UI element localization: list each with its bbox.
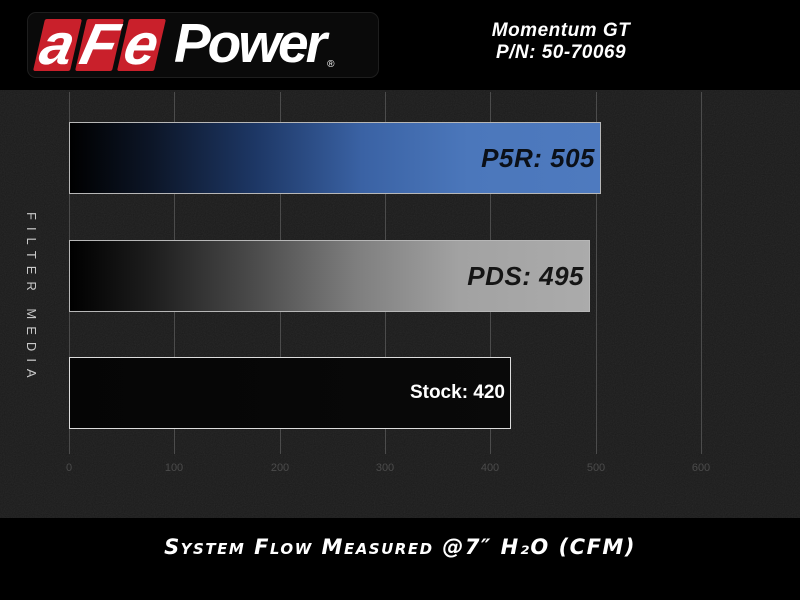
gridline <box>596 92 597 454</box>
logo-letter-a: a <box>33 12 82 78</box>
axis-tick-label: 500 <box>586 462 606 474</box>
header: a F e Power ® Momentum GT P/N: 50-70069 <box>0 0 800 90</box>
axis-tick-label: 600 <box>691 462 711 474</box>
logo-tile-a: a <box>32 12 83 78</box>
axis-tick-label: 200 <box>270 462 290 474</box>
axis-tick-label: 100 <box>164 462 184 474</box>
product-info: Momentum GT P/N: 50-70069 <box>461 20 661 65</box>
logo-tile-f: F <box>74 12 125 78</box>
footer: System Flow Measured @7″ H₂O (CFM) <box>0 518 800 600</box>
logo-wordmark: Power <box>174 11 327 74</box>
axis-tick-label: 400 <box>480 462 500 474</box>
axis-tick-label: 300 <box>375 462 395 474</box>
flow-chart: P5R: 505 PDS: 495 Stock: 420 0 100 200 300 400… <box>0 90 800 518</box>
bar-stock: Stock: 420 <box>69 357 511 429</box>
logo-tile-e: e <box>116 12 167 78</box>
afe-power-logo: a F e Power ® <box>27 12 379 78</box>
bar-pds: PDS: 495 <box>69 240 590 312</box>
bar-p5r: P5R: 505 <box>69 122 601 194</box>
bar-value-label: P5R: 505 <box>481 142 595 173</box>
category-axis-label: FILTER MEDIA <box>24 211 39 385</box>
registered-trademark-icon: ® <box>327 59 335 70</box>
gridline <box>701 92 702 454</box>
bar-value-label: PDS: 495 <box>467 260 584 291</box>
axis-tick-label: 0 <box>65 462 73 474</box>
bar-value-label: Stock: 420 <box>409 382 505 403</box>
chart-title: System Flow Measured @7″ H₂O (CFM) <box>164 535 636 559</box>
part-number: P/N: 50-70069 <box>495 42 627 64</box>
logo-letter-f: F <box>74 12 125 78</box>
product-name: Momentum GT <box>491 20 631 41</box>
logo-letter-e: e <box>117 12 166 78</box>
